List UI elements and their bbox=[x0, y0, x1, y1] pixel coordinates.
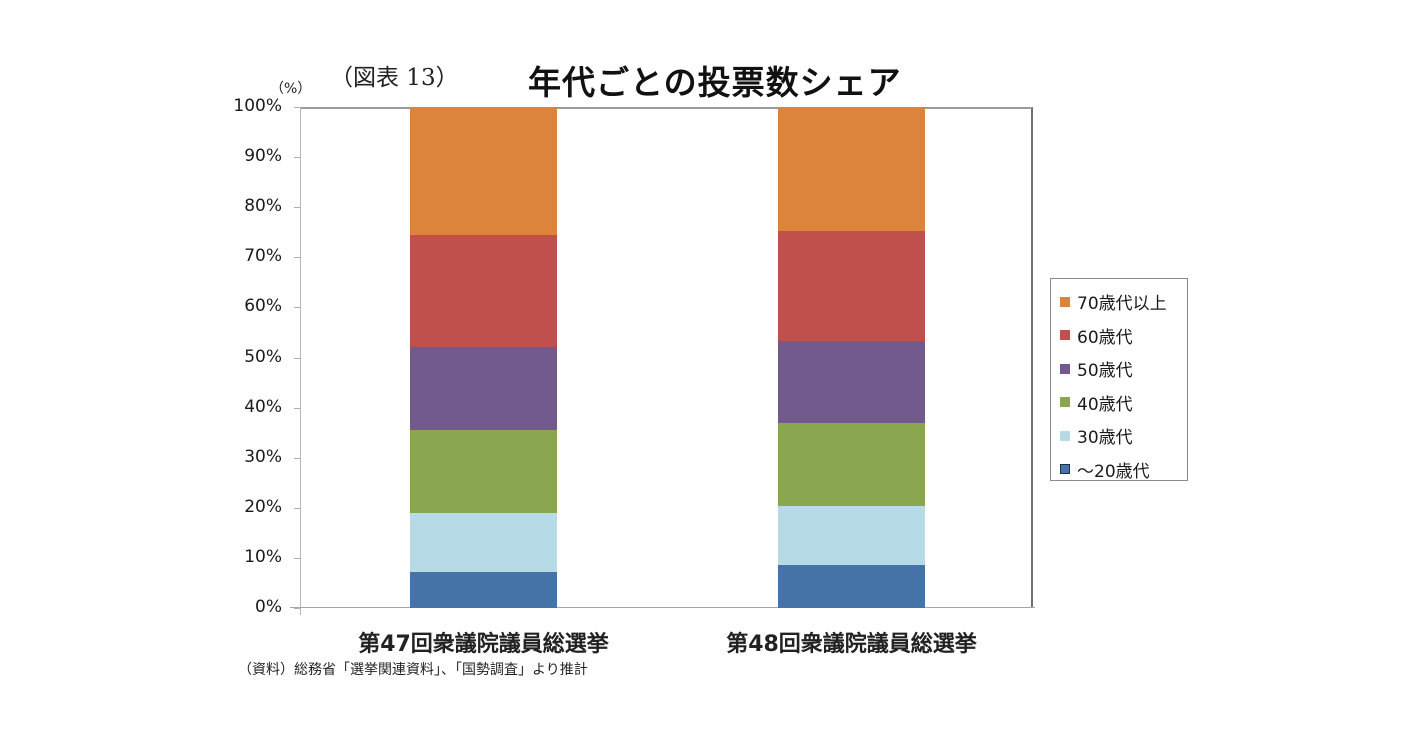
y-tick-mark bbox=[294, 358, 300, 359]
y-tick-label: 60% bbox=[244, 296, 282, 317]
bar-segment bbox=[410, 347, 557, 431]
y-tick-label: 50% bbox=[244, 346, 282, 367]
bar-segment bbox=[410, 234, 557, 348]
legend-label: ～20歳代 bbox=[1077, 461, 1150, 482]
y-tick-mark bbox=[294, 107, 300, 108]
legend-item: 50歳代 bbox=[1060, 352, 1187, 386]
y-tick-mark bbox=[294, 207, 300, 208]
bar-segment bbox=[778, 341, 925, 424]
y-tick-label: 20% bbox=[244, 496, 282, 517]
y-tick-label: 10% bbox=[244, 546, 282, 567]
y-tick-label: 80% bbox=[244, 196, 282, 217]
bar-segment bbox=[410, 430, 557, 513]
legend-swatch-icon bbox=[1060, 330, 1070, 341]
y-tick-mark bbox=[294, 508, 300, 509]
bar-segment bbox=[778, 423, 925, 506]
y-tick-mark bbox=[294, 157, 300, 158]
legend-swatch-icon bbox=[1060, 296, 1070, 307]
y-tick-label: 100% bbox=[233, 96, 282, 116]
y-tick-label: 90% bbox=[244, 146, 282, 167]
legend-label: 50歳代 bbox=[1077, 361, 1133, 382]
y-tick-label: 0% bbox=[255, 597, 282, 617]
bar-segment bbox=[778, 505, 925, 565]
stacked-bar bbox=[410, 107, 557, 608]
bar-segment bbox=[410, 107, 557, 235]
chart-title: 年代ごとの投票数シェア bbox=[528, 63, 902, 102]
legend-item: 40歳代 bbox=[1060, 386, 1187, 420]
y-tick-mark bbox=[294, 257, 300, 258]
legend-swatch-icon bbox=[1060, 430, 1070, 441]
y-tick-mark bbox=[294, 408, 300, 409]
y-tick-mark bbox=[294, 458, 300, 459]
figure-label: （図表 13） bbox=[330, 65, 459, 91]
legend-item: 70歳代以上 bbox=[1060, 285, 1187, 319]
bar-segment bbox=[778, 564, 925, 608]
legend-label: 70歳代以上 bbox=[1077, 294, 1167, 315]
bar-segment bbox=[410, 571, 557, 608]
legend-swatch-icon bbox=[1060, 464, 1070, 475]
bar-segment bbox=[778, 107, 925, 232]
y-tick-label: 40% bbox=[244, 396, 282, 417]
y-tick-mark bbox=[294, 307, 300, 308]
source-note: （資料）総務省「選挙関連資料」、「国勢調査」より推計 bbox=[238, 662, 588, 678]
plot-area bbox=[300, 107, 1033, 608]
y-axis-line bbox=[300, 107, 301, 615]
legend-label: 60歳代 bbox=[1077, 327, 1133, 348]
y-tick-mark bbox=[294, 558, 300, 559]
y-tick-mark bbox=[294, 608, 300, 609]
legend-swatch-icon bbox=[1060, 397, 1070, 408]
bar-segment bbox=[778, 231, 925, 341]
legend: 70歳代以上 60歳代 50歳代 40歳代 30歳代 ～20歳代 bbox=[1050, 278, 1188, 482]
y-tick-label: 30% bbox=[244, 446, 282, 467]
legend-swatch-icon bbox=[1060, 363, 1070, 374]
y-axis-unit: （%） bbox=[270, 81, 312, 97]
legend-item: ～20歳代 bbox=[1060, 453, 1187, 487]
legend-item: 60歳代 bbox=[1060, 319, 1187, 353]
legend-item: 30歳代 bbox=[1060, 419, 1187, 453]
x-axis-line bbox=[290, 607, 1035, 608]
x-category-label: 第48回衆議院議員総選挙 bbox=[726, 632, 977, 657]
stacked-bar bbox=[778, 107, 925, 608]
legend-label: 40歳代 bbox=[1077, 394, 1133, 415]
x-category-label: 第47回衆議院議員総選挙 bbox=[358, 632, 609, 657]
legend-label: 30歳代 bbox=[1077, 428, 1133, 449]
y-tick-label: 70% bbox=[244, 246, 282, 267]
bar-segment bbox=[410, 512, 557, 572]
